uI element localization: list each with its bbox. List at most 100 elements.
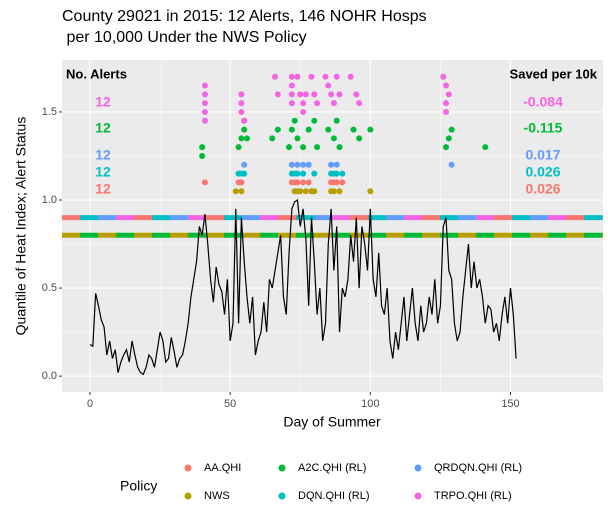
- alert-point: [339, 179, 346, 186]
- alert-point: [482, 144, 489, 151]
- alert-point: [322, 73, 329, 80]
- alert-point: [336, 91, 343, 98]
- alert-point: [356, 135, 363, 142]
- alert-point: [333, 161, 340, 168]
- alert-point: [201, 117, 208, 124]
- alert-point: [294, 170, 301, 177]
- alerts-count: 12: [95, 147, 111, 163]
- chart-title: County 29021 in 2015: 12 Alerts, 146 NOH…: [62, 8, 427, 25]
- alert-point: [308, 73, 315, 80]
- alert-point: [311, 117, 318, 124]
- y-axis-label: Quantile of Heat Index; Alert Status: [13, 117, 29, 336]
- alerts-header: No. Alerts: [66, 66, 127, 81]
- alert-point: [353, 91, 360, 98]
- legend-swatch: [278, 492, 286, 500]
- alert-point: [302, 91, 309, 98]
- alert-point: [356, 100, 363, 107]
- alerts-count: 12: [95, 120, 111, 136]
- alert-point: [305, 161, 312, 168]
- x-tick-label: 100: [361, 398, 379, 410]
- alert-point: [232, 188, 239, 195]
- alert-point: [201, 82, 208, 89]
- alert-point: [302, 188, 309, 195]
- alert-point: [443, 82, 450, 89]
- alert-point: [347, 73, 354, 80]
- legend-label: DQN.QHI (RL): [298, 490, 370, 502]
- alert-point: [330, 100, 337, 107]
- alert-point: [199, 144, 206, 151]
- alert-point: [328, 91, 335, 98]
- saved-value: 0.017: [525, 147, 560, 163]
- alert-point: [291, 117, 298, 124]
- alert-point: [199, 152, 206, 159]
- alert-point: [333, 179, 340, 186]
- alert-point: [300, 108, 307, 115]
- saved-value: -0.084: [523, 94, 563, 110]
- alert-point: [336, 188, 343, 195]
- saved-value: 0.026: [525, 181, 560, 197]
- alert-point: [286, 144, 293, 151]
- alert-point: [241, 126, 248, 133]
- saved-header: Saved per 10k: [510, 66, 598, 81]
- alert-point: [440, 73, 447, 80]
- alert-point: [300, 170, 307, 177]
- alert-point: [443, 100, 450, 107]
- legend-swatch: [184, 492, 192, 500]
- alerts-count: 12: [95, 164, 111, 180]
- y-tick-label: 0.5: [42, 282, 57, 294]
- alert-point: [241, 161, 248, 168]
- alert-point: [336, 144, 343, 151]
- alert-point: [238, 108, 245, 115]
- alert-point: [201, 108, 208, 115]
- alert-point: [241, 117, 248, 124]
- heat-index-line: [89, 199, 517, 376]
- alert-point: [325, 82, 332, 89]
- alert-point: [443, 144, 450, 151]
- alert-point: [297, 188, 304, 195]
- saved-value: -0.115: [524, 120, 563, 136]
- alert-point: [201, 100, 208, 107]
- alert-point: [238, 179, 245, 186]
- alert-point: [238, 100, 245, 107]
- alert-point: [300, 179, 307, 186]
- legend-label: A2C.QHI (RL): [298, 462, 366, 474]
- alert-point: [238, 135, 245, 142]
- alert-point: [305, 126, 312, 133]
- alert-point: [294, 73, 301, 80]
- alert-point: [272, 73, 279, 80]
- alert-point: [274, 126, 281, 133]
- alert-point: [201, 91, 208, 98]
- alert-point: [367, 188, 374, 195]
- legend-swatch: [184, 464, 192, 472]
- alert-point: [314, 144, 321, 151]
- legend-title: Policy: [120, 478, 157, 494]
- alert-point: [314, 100, 321, 107]
- alert-point: [443, 108, 450, 115]
- alert-point: [294, 179, 301, 186]
- legend-swatch: [414, 464, 422, 472]
- alert-point: [328, 161, 335, 168]
- y-tick-label: 0.0: [42, 370, 57, 382]
- alert-point: [241, 170, 248, 177]
- alert-point: [288, 100, 295, 107]
- alert-point: [333, 170, 340, 177]
- panel: [62, 60, 603, 392]
- legend-label: AA.QHI: [204, 462, 241, 474]
- x-tick-label: 50: [224, 398, 236, 410]
- legend-swatch: [414, 492, 422, 500]
- alert-point: [330, 135, 337, 142]
- legend-label: QRDQN.QHI (RL): [434, 462, 522, 474]
- alert-point: [367, 126, 374, 133]
- alert-point: [294, 161, 301, 168]
- alert-point: [311, 170, 318, 177]
- alert-point: [288, 82, 295, 89]
- alert-point: [269, 135, 276, 142]
- alert-point: [445, 135, 452, 142]
- alert-point: [244, 135, 251, 142]
- alert-point: [300, 100, 307, 107]
- alert-point: [288, 126, 295, 133]
- alert-point: [330, 188, 337, 195]
- y-tick-label: 1.5: [42, 106, 57, 118]
- alert-point: [201, 179, 208, 186]
